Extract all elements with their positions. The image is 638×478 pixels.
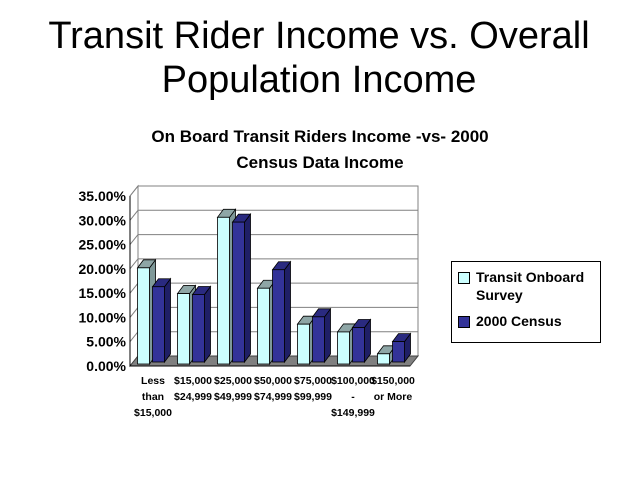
- bar-0-5: [337, 331, 350, 365]
- bar-1-4: [312, 316, 325, 363]
- bar-0-2: [217, 216, 230, 365]
- y-tick-label: 10.00%: [79, 309, 127, 325]
- x-tick-label: $25,000: [214, 375, 252, 387]
- x-tick-label: $49,999: [214, 391, 252, 403]
- bar-0-1: [177, 293, 190, 365]
- gridline: [129, 258, 418, 270]
- slide-title: Transit Rider Income vs. Overall Populat…: [0, 14, 638, 102]
- x-tick-label: $24,999: [174, 391, 212, 403]
- bar-0-6: [377, 353, 390, 365]
- bar-0-3: [257, 287, 270, 365]
- legend-swatch-census: [458, 316, 470, 328]
- bar-1-2: [232, 221, 245, 363]
- y-tick-label: 15.00%: [79, 285, 127, 301]
- gridline: [129, 209, 418, 221]
- chart-legend: Transit Onboard Survey 2000 Census: [451, 261, 601, 343]
- legend-item-transit: Transit Onboard Survey: [458, 268, 596, 304]
- x-tick-label: $150,000: [371, 375, 415, 387]
- bar-0-4: [297, 323, 310, 365]
- legend-item-census: 2000 Census: [458, 312, 596, 330]
- chart-title-line2: Census Data Income: [236, 153, 404, 172]
- y-tick-label: 25.00%: [79, 237, 127, 253]
- bar-1-3: [272, 269, 285, 363]
- x-tick-label: $100,000: [331, 375, 375, 387]
- x-tick-label: Less: [141, 375, 165, 387]
- x-tick-label: $15,000: [134, 407, 172, 419]
- gridline: [129, 234, 418, 245]
- x-tick-label: $50,000: [254, 375, 292, 387]
- bar-1-5: [352, 327, 365, 363]
- bar-side-1-4: [324, 307, 331, 364]
- x-tick-label: than: [142, 391, 164, 403]
- y-tick-label: 0.00%: [86, 358, 126, 374]
- x-tick-label: $149,999: [331, 407, 375, 419]
- bar-1-0: [152, 286, 165, 363]
- x-tick-label: $15,000: [174, 375, 212, 387]
- y-tick-label: 5.00%: [86, 334, 126, 350]
- chart-title-line1: On Board Transit Riders Income -vs- 2000: [151, 127, 489, 146]
- x-tick-label: -: [351, 391, 355, 403]
- bar-1-6: [392, 341, 405, 363]
- bar-side-1-1: [204, 285, 211, 364]
- y-tick-label: 20.00%: [79, 261, 127, 277]
- y-tick-label: 30.00%: [79, 212, 127, 228]
- bar-side-1-2: [244, 212, 251, 364]
- slide-title-line1: Transit Rider Income vs. Overall: [48, 15, 590, 57]
- x-tick-label: or More: [374, 391, 413, 403]
- gridline: [129, 185, 418, 197]
- y-tick-label: 35.00%: [79, 188, 127, 204]
- legend-label-transit: Transit Onboard Survey: [476, 269, 585, 303]
- x-tick-label: $74,999: [254, 391, 292, 403]
- bar-side-1-3: [284, 260, 291, 364]
- slide-title-line2: Population Income: [161, 59, 477, 101]
- chart-title: On Board Transit Riders Income -vs- 2000…: [70, 124, 570, 176]
- bar-side-1-0: [164, 277, 171, 364]
- legend-swatch-transit: [458, 272, 470, 284]
- legend-label-census: 2000 Census: [476, 313, 562, 329]
- chart-side-wall: [129, 184, 139, 368]
- x-tick-label: $75,000: [294, 375, 332, 387]
- bar-1-1: [192, 294, 205, 363]
- bar-0-0: [137, 267, 150, 365]
- x-tick-label: $99,999: [294, 391, 332, 403]
